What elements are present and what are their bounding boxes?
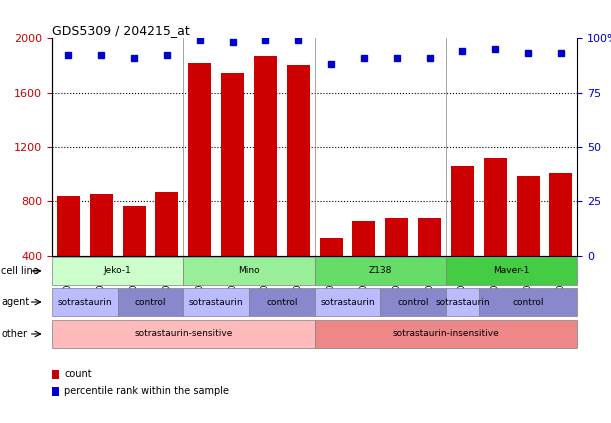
- Text: sotrastaurin-insensitive: sotrastaurin-insensitive: [393, 330, 499, 338]
- Text: agent: agent: [1, 297, 29, 307]
- Bar: [353, 220, 375, 256]
- Text: cell line: cell line: [1, 266, 39, 276]
- Bar: [451, 166, 474, 256]
- Text: percentile rank within the sample: percentile rank within the sample: [64, 386, 229, 396]
- Text: count: count: [64, 369, 92, 379]
- Bar: [287, 65, 310, 256]
- Text: Z138: Z138: [368, 266, 392, 275]
- Text: control: control: [513, 297, 544, 307]
- Bar: [484, 158, 507, 256]
- Bar: [517, 176, 540, 256]
- Bar: [386, 218, 408, 256]
- Bar: [320, 238, 343, 256]
- Bar: [52, 370, 59, 379]
- Text: Maver-1: Maver-1: [494, 266, 530, 275]
- Text: control: control: [266, 297, 298, 307]
- Text: other: other: [1, 329, 27, 339]
- Text: control: control: [134, 297, 166, 307]
- Text: sotrastaurin: sotrastaurin: [57, 297, 112, 307]
- Text: sotrastaurin-sensitive: sotrastaurin-sensitive: [134, 330, 233, 338]
- Text: sotrastaurin: sotrastaurin: [320, 297, 375, 307]
- Bar: [57, 196, 80, 256]
- Text: Mino: Mino: [238, 266, 260, 275]
- Bar: [549, 173, 573, 256]
- Text: Jeko-1: Jeko-1: [104, 266, 131, 275]
- Bar: [90, 194, 112, 256]
- Bar: [52, 387, 59, 396]
- Bar: [155, 192, 178, 256]
- Bar: [188, 63, 211, 256]
- Text: GDS5309 / 204215_at: GDS5309 / 204215_at: [52, 24, 189, 37]
- Bar: [418, 218, 441, 256]
- Text: control: control: [397, 297, 429, 307]
- Text: sotrastaurin: sotrastaurin: [189, 297, 243, 307]
- Bar: [123, 206, 145, 256]
- Bar: [221, 74, 244, 256]
- Text: sotrastaurin: sotrastaurin: [435, 297, 490, 307]
- Bar: [254, 56, 277, 256]
